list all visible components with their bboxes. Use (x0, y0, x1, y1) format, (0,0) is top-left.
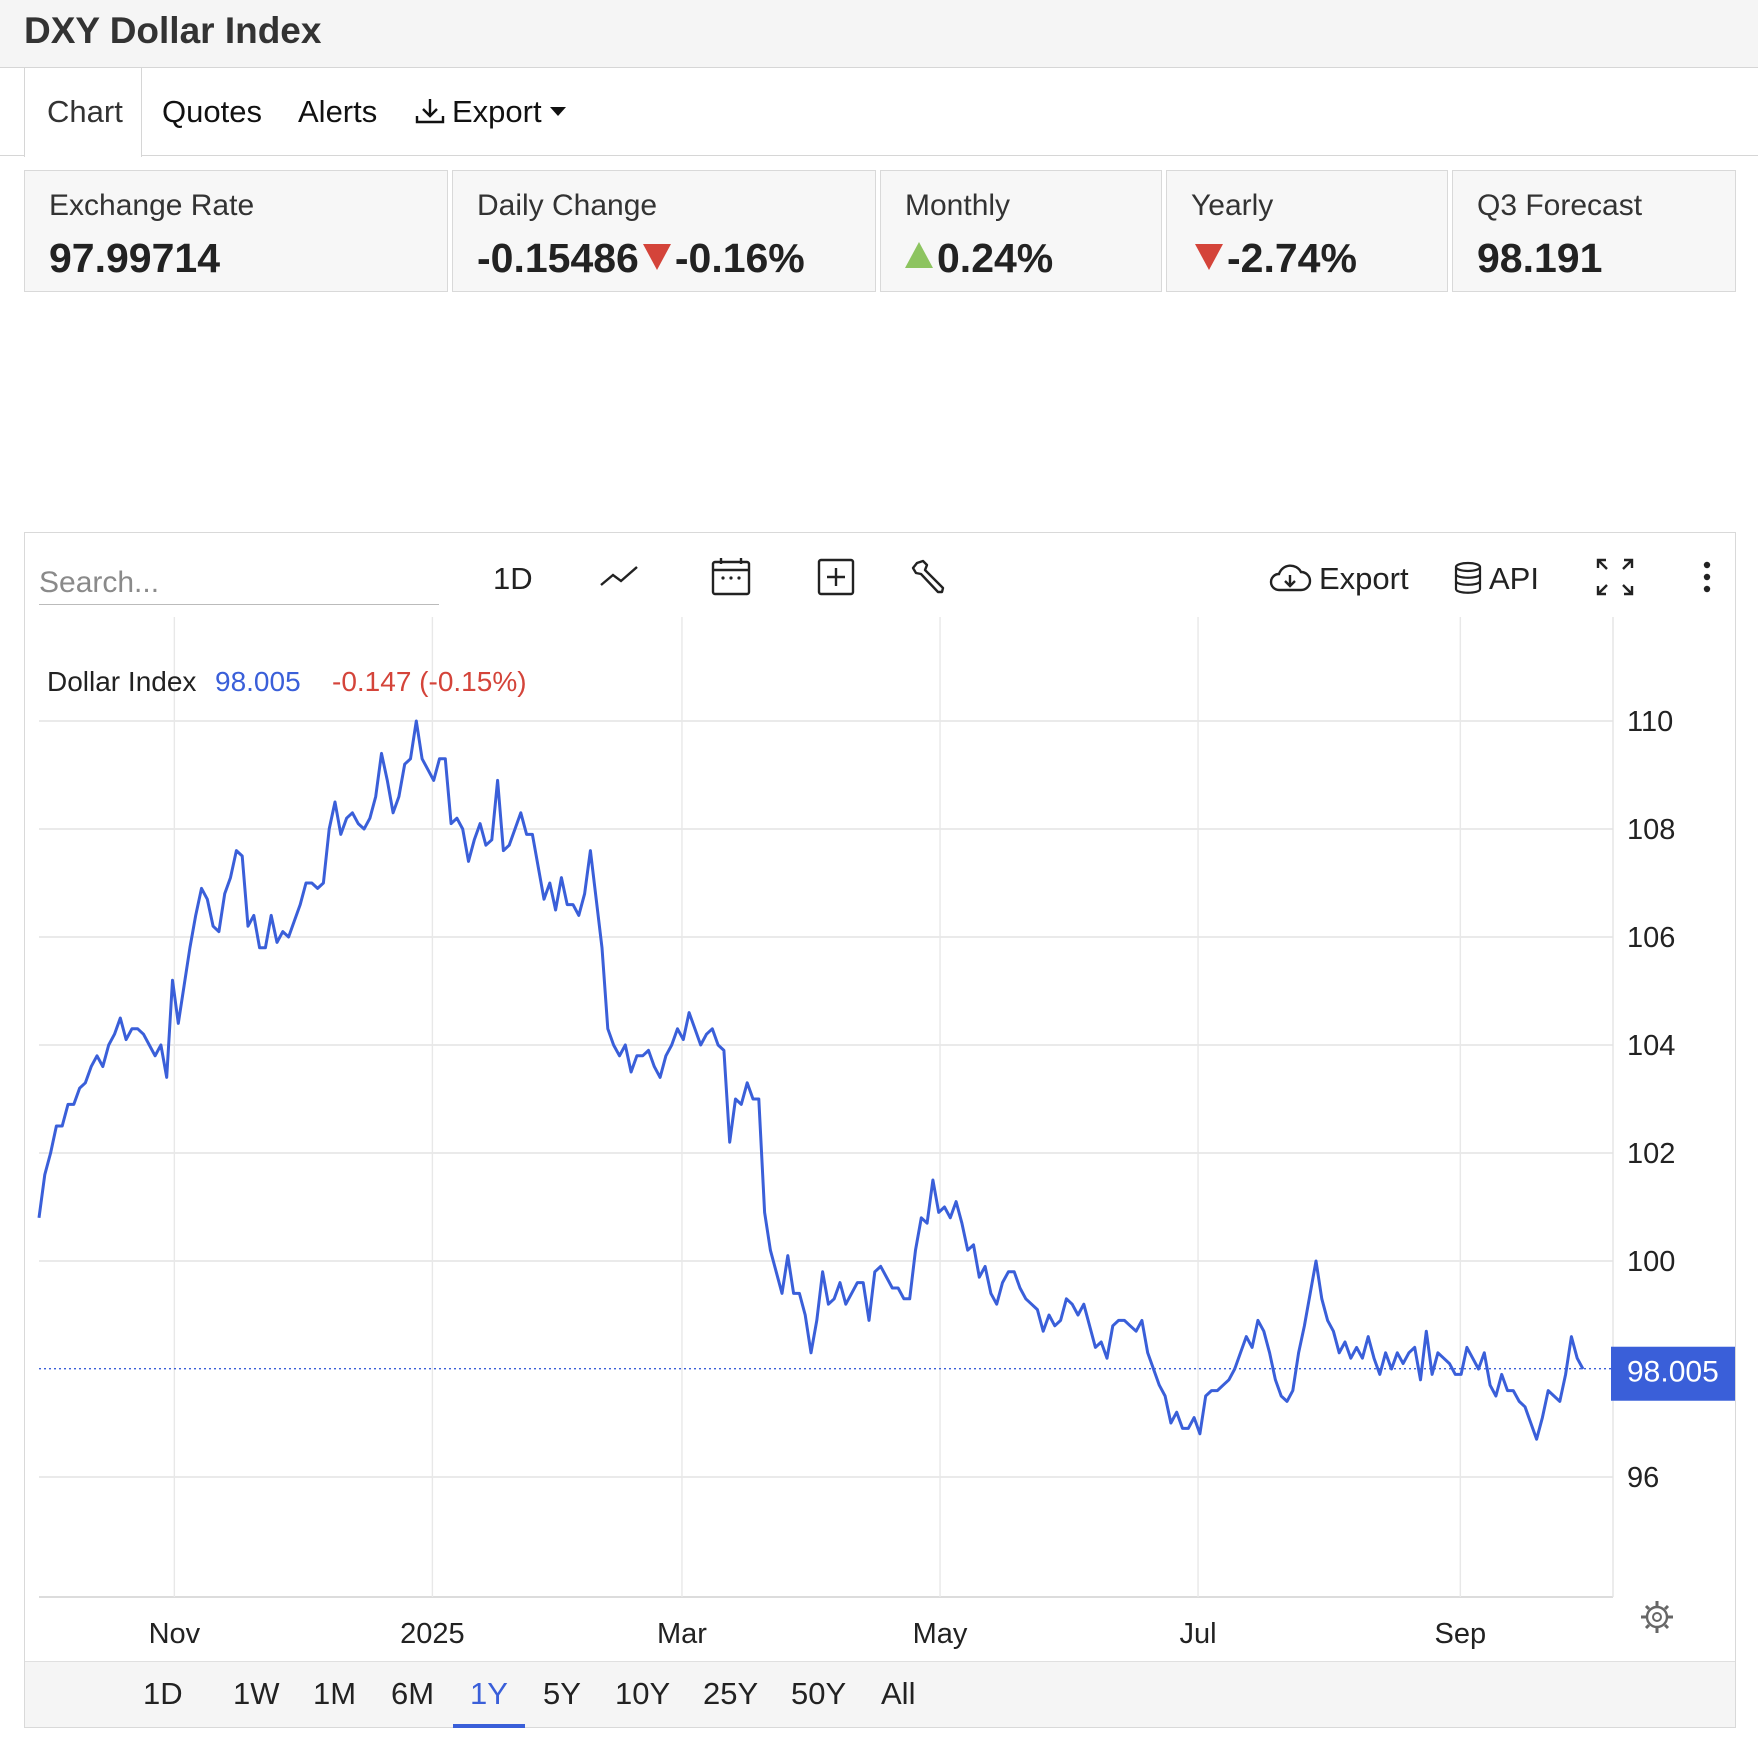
down-arrow-icon (642, 244, 671, 270)
series-line-dollar-index (37, 719, 1585, 1441)
yearly-percent: -2.74% (1227, 235, 1357, 281)
daily-change-percent: -0.16% (674, 235, 805, 281)
tab-label: Alerts (298, 94, 378, 129)
last-value-badge: 98.005 (1611, 1346, 1735, 1401)
stat-label: Q3 Forecast (1477, 189, 1643, 222)
range-selector: 1D 1W 1M 6M 1Y 5Y 10Y 25Y 50Y All (25, 1661, 1735, 1728)
stat-yearly: Yearly -2.74% (1166, 170, 1448, 292)
last-value-box (1611, 1346, 1735, 1401)
api-button[interactable]: API (1453, 555, 1539, 603)
range-25y[interactable]: 25Y (703, 1676, 759, 1711)
range-1d[interactable]: 1D (143, 1676, 183, 1711)
export-label: Export (1319, 561, 1409, 596)
stat-daily-change: Daily Change -0.15486 -0.16% (452, 170, 876, 292)
chart-legend: Dollar Index 98.005 -0.147 (-0.15%) (47, 666, 527, 697)
chevron-down-icon (549, 107, 566, 116)
y-tick-label: 110 (1627, 706, 1673, 738)
database-icon (1454, 561, 1482, 594)
stat-forecast: Q3 Forecast 98.191 (1452, 170, 1736, 292)
y-tick-label: 104 (1627, 1030, 1675, 1062)
more-vertical-icon[interactable] (1685, 555, 1729, 599)
tab-label: Chart (47, 94, 123, 129)
legend-value: 98.005 (215, 666, 301, 697)
range-1m[interactable]: 1M (313, 1676, 357, 1711)
stat-label: Monthly (905, 189, 1011, 222)
api-label: API (1489, 561, 1539, 596)
daily-change-value: -0.15486 (477, 235, 639, 281)
stat-value: -0.15486 -0.16% (477, 235, 805, 282)
title-bar: DXY Dollar Index (0, 0, 1758, 68)
y-tick-label: 106 (1627, 922, 1675, 954)
range-all[interactable]: All (881, 1676, 916, 1711)
tab-label: Export (452, 94, 542, 129)
stat-monthly: Monthly 0.24% (880, 170, 1162, 292)
stat-label: Exchange Rate (49, 189, 255, 222)
add-indicator-icon[interactable] (814, 555, 858, 599)
wrench-icon[interactable] (909, 555, 953, 599)
range-10y[interactable]: 10Y (615, 1676, 671, 1711)
stat-label: Daily Change (477, 189, 658, 222)
x-tick-label: Jul (1180, 1618, 1217, 1650)
legend-series-name: Dollar Index (47, 666, 196, 697)
stat-label: Yearly (1191, 189, 1274, 222)
tab-bar: Chart Quotes Alerts Export (0, 68, 1758, 157)
y-axis: 96 100 102 104 106 108 110 (1627, 706, 1675, 1494)
y-tick-label: 108 (1627, 814, 1675, 846)
up-arrow-icon (905, 242, 933, 268)
range-1y[interactable]: 1Y (453, 1662, 525, 1728)
range-50y[interactable]: 50Y (791, 1676, 847, 1711)
tab-export[interactable]: Export (414, 68, 566, 156)
page-title: DXY Dollar Index (24, 10, 322, 51)
x-tick-label: Mar (657, 1618, 707, 1650)
y-tick-label: 102 (1627, 1138, 1675, 1170)
export-button[interactable]: Export (1267, 555, 1409, 603)
stats-row: Exchange Rate 97.99714 Daily Change -0.1… (24, 170, 1736, 292)
stat-value: 0.24% (905, 235, 1053, 282)
line-type-icon[interactable] (597, 555, 641, 599)
x-tick-label: Nov (149, 1618, 201, 1650)
range-1w[interactable]: 1W (233, 1676, 280, 1711)
last-value-label: 98.005 (1627, 1356, 1719, 1389)
calendar-icon[interactable] (709, 555, 753, 599)
chart-grid (39, 617, 1614, 1598)
legend-change: -0.147 (-0.15%) (332, 666, 527, 697)
chart-panel: 1D Export (24, 532, 1736, 1728)
fullscreen-icon[interactable] (1593, 555, 1637, 599)
y-tick-label: 100 (1627, 1246, 1675, 1278)
gear-icon[interactable] (1641, 1601, 1673, 1633)
y-tick-label: 96 (1627, 1462, 1659, 1494)
stat-value: 97.99714 (49, 235, 221, 281)
x-tick-label: 2025 (400, 1618, 465, 1650)
stat-exchange-rate: Exchange Rate 97.99714 (24, 170, 448, 292)
monthly-percent: 0.24% (937, 235, 1054, 281)
interval-button[interactable]: 1D (493, 561, 533, 596)
cloud-download-icon (1269, 564, 1312, 592)
x-tick-label: May (913, 1618, 968, 1650)
download-icon (415, 99, 445, 124)
x-tick-label: Sep (1435, 1618, 1487, 1650)
chart-toolbar: 1D Export (25, 533, 1735, 617)
search-input[interactable] (39, 561, 439, 605)
stat-value: -2.74% (1191, 235, 1357, 282)
tab-label: Quotes (162, 94, 262, 129)
down-arrow-icon (1195, 244, 1223, 270)
tab-alerts[interactable]: Alerts (298, 68, 377, 156)
range-5y[interactable]: 5Y (543, 1676, 581, 1711)
range-6m[interactable]: 6M (391, 1676, 435, 1711)
tab-chart[interactable]: Chart (24, 68, 142, 157)
x-axis: Nov 2025 Mar May Jul Sep (149, 1618, 1487, 1650)
tab-quotes[interactable]: Quotes (162, 68, 262, 156)
stat-value: 98.191 (1477, 235, 1603, 281)
price-chart[interactable]: Dollar Index 98.005 -0.147 (-0.15%) 96 10… (25, 617, 1735, 1661)
